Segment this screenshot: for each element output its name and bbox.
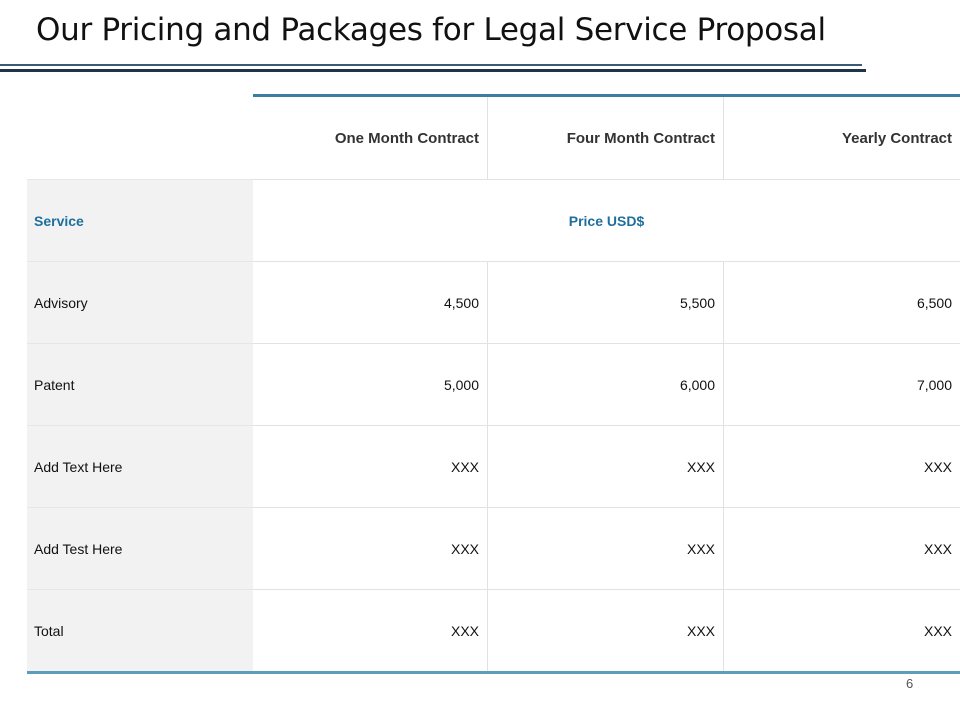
title-divider-bottom [0, 69, 866, 72]
row-label: Advisory [27, 261, 253, 344]
column-header-yearly: Yearly Contract [723, 94, 960, 180]
row-label: Add Text Here [27, 425, 253, 508]
table-row: Add Test Here XXX XXX XXX [27, 507, 960, 590]
cell-value: XXX [487, 507, 724, 590]
row-label: Total [27, 589, 253, 674]
cell-value: XXX [253, 507, 488, 590]
table-subheader-row: Service Price USD$ [27, 179, 960, 262]
cell-value: 7,000 [723, 343, 960, 426]
row-label: Patent [27, 343, 253, 426]
cell-value: XXX [723, 507, 960, 590]
table-row-total: Total XXX XXX XXX [27, 589, 960, 674]
title-divider-top [0, 64, 862, 66]
cell-value: 4,500 [253, 261, 488, 344]
cell-value: 6,000 [487, 343, 724, 426]
cell-value: XXX [253, 589, 488, 674]
cell-value: XXX [253, 425, 488, 508]
cell-value: XXX [723, 589, 960, 674]
table-row: Patent 5,000 6,000 7,000 [27, 343, 960, 426]
cell-value: XXX [487, 589, 724, 674]
cell-value: XXX [723, 425, 960, 508]
page-number: 6 [906, 676, 914, 691]
pricing-table: One Month Contract Four Month Contract Y… [27, 94, 960, 674]
slide-title: Our Pricing and Packages for Legal Servi… [36, 12, 826, 48]
service-label: Service [27, 179, 253, 262]
cell-value: 5,500 [487, 261, 724, 344]
table-row: Add Text Here XXX XXX XXX [27, 425, 960, 508]
cell-value: 5,000 [253, 343, 488, 426]
cell-value: 6,500 [723, 261, 960, 344]
row-label: Add Test Here [27, 507, 253, 590]
cell-value: XXX [487, 425, 724, 508]
price-label: Price USD$ [253, 179, 960, 262]
header-corner-cell [27, 95, 253, 180]
column-header-four-month: Four Month Contract [487, 94, 724, 180]
table-header-row: One Month Contract Four Month Contract Y… [27, 94, 960, 180]
table-row: Advisory 4,500 5,500 6,500 [27, 261, 960, 344]
column-header-one-month: One Month Contract [253, 94, 488, 180]
